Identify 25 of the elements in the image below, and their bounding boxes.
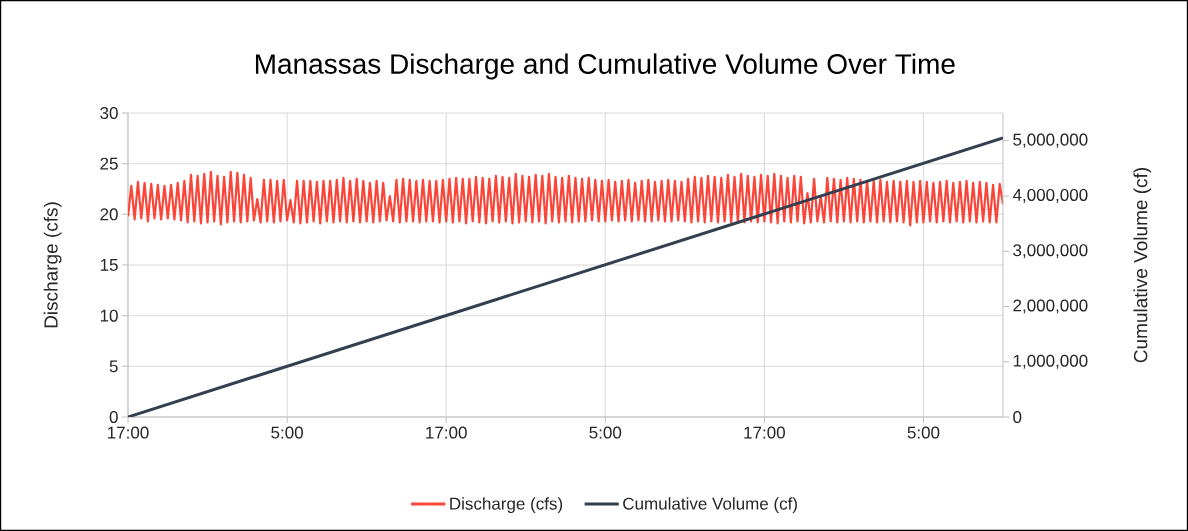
x-tick-label: 5:00 <box>907 426 940 439</box>
x-tick-label: 5:00 <box>589 426 622 439</box>
y-tick-label: 20 <box>100 208 118 221</box>
y2-tick-label: 3,000,000 <box>1013 244 1088 259</box>
x-tick-label: 5:00 <box>271 426 303 439</box>
y-tick-label: 30 <box>100 106 118 120</box>
y-tick-label: 10 <box>100 309 118 322</box>
legend-label: Cumulative Volume (cf) <box>623 497 797 514</box>
legend-label: Discharge (cfs) <box>450 497 563 514</box>
y2-tick-label: 0 <box>1013 410 1022 424</box>
y2-tick-label: 1,000,000 <box>1013 354 1088 369</box>
x-tick-label: 17:00 <box>744 426 785 439</box>
y-tick-label: 25 <box>100 157 118 170</box>
chart-title: Manassas Discharge and Cumulative Volume Over Time <box>255 53 955 80</box>
x-tick-label: 17:00 <box>108 426 149 439</box>
y-tick-label: 15 <box>100 259 118 271</box>
y-tick-label: 0 <box>109 410 118 424</box>
x-tick-label: 17:00 <box>426 426 467 439</box>
y2-tick-label: 2,000,000 <box>1013 299 1088 314</box>
line-series <box>128 170 1003 227</box>
y2-tick-label: 5,000,000 <box>1013 133 1088 148</box>
y-tick-label: 5 <box>109 360 118 373</box>
y2-tick-label: 4,000,000 <box>1012 188 1088 203</box>
y2-axis-title: Cumulative Volume (cf) <box>1133 168 1152 363</box>
y-axis-title: Discharge (cfs) <box>43 202 62 328</box>
